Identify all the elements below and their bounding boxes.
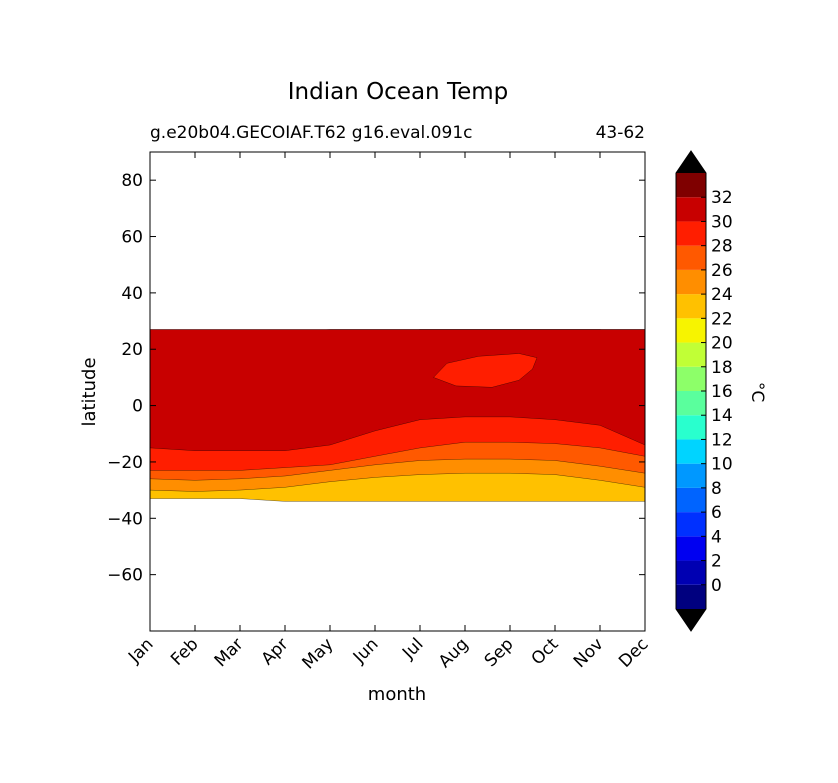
x-tick-label: Jan xyxy=(124,634,157,667)
colorbar-tick-label: 30 xyxy=(711,212,733,232)
x-tick-label: Sep xyxy=(481,634,518,671)
chart-subtitle-right: 43-62 xyxy=(596,123,645,143)
chart-subtitle-left: g.e20b04.GECOIAF.T62 g16.eval.091c xyxy=(150,123,472,143)
colorbar-segment xyxy=(676,584,706,609)
x-tick-label: Jun xyxy=(349,634,383,668)
x-tick-label: Nov xyxy=(570,634,608,672)
colorbar-segment xyxy=(676,560,706,585)
y-tick-label: 80 xyxy=(121,171,143,191)
colorbar-tick-label: 28 xyxy=(711,237,733,257)
x-tick-label: Mar xyxy=(211,634,248,671)
colorbar-extend-max xyxy=(676,151,706,173)
colorbar-tick-label: 6 xyxy=(711,503,722,523)
colorbar-segment xyxy=(676,342,706,367)
colorbar-segment xyxy=(676,415,706,440)
x-tick-label: Aug xyxy=(435,634,473,672)
colorbar-segment xyxy=(676,221,706,246)
colorbar-segment xyxy=(676,439,706,464)
y-tick-label: 40 xyxy=(121,284,143,304)
y-axis: 80 60 40 20 0 −20 −40 −60 xyxy=(107,171,645,586)
colorbar-tick-label: 20 xyxy=(711,334,733,354)
y-tick-label: −60 xyxy=(107,566,143,586)
x-axis-label: month xyxy=(368,684,426,705)
colorbar-tick-label: 2 xyxy=(711,552,722,572)
colorbar-tick-label: 12 xyxy=(711,430,733,450)
colorbar-tick-label: 4 xyxy=(711,527,722,547)
colorbar-segment xyxy=(676,318,706,343)
y-tick-label: 0 xyxy=(132,397,143,417)
x-tick-label: Dec xyxy=(615,634,652,671)
colorbar-segment xyxy=(676,366,706,391)
colorbar-label: °C xyxy=(747,382,767,402)
colorbar-outline xyxy=(675,150,707,632)
colorbar-tick-label: 18 xyxy=(711,358,733,378)
colorbar-segment xyxy=(676,391,706,416)
colorbar-segment xyxy=(676,245,706,270)
colorbar-segment xyxy=(676,463,706,488)
colorbar-tick-label: 16 xyxy=(711,382,733,402)
chart-title: Indian Ocean Temp xyxy=(288,79,509,105)
plot-area xyxy=(149,151,646,632)
plot-frame xyxy=(149,151,646,632)
x-tick-label: Oct xyxy=(528,634,563,669)
colorbar-tick-label: 14 xyxy=(711,406,733,426)
y-tick-label: 60 xyxy=(121,228,143,248)
contour-pool-28 xyxy=(433,353,538,388)
colorbar-segment xyxy=(676,197,706,222)
colorbar-segment xyxy=(676,294,706,319)
colorbar-segment xyxy=(676,512,706,537)
colorbar-segment xyxy=(676,173,706,198)
colorbar-segment xyxy=(676,487,706,513)
colorbar-segment xyxy=(676,536,706,561)
colorbar-segment xyxy=(676,269,706,295)
x-tick-label: Jul xyxy=(398,634,427,663)
colorbar-tick-label: 32 xyxy=(711,188,733,208)
y-tick-label: −40 xyxy=(107,509,143,529)
x-tick-label: May xyxy=(299,634,338,673)
y-tick-label: −20 xyxy=(107,453,143,473)
colorbar-tick-label: 22 xyxy=(711,309,733,329)
colorbar-tick-label: 8 xyxy=(711,479,722,499)
colorbar-tick-label: 26 xyxy=(711,261,733,281)
colorbar-extend-min xyxy=(676,609,706,631)
colorbar-tick-label: 0 xyxy=(711,576,722,596)
colorbar-tick-label: 10 xyxy=(711,455,733,475)
y-tick-label: 20 xyxy=(121,340,143,360)
x-tick-label: Apr xyxy=(258,634,293,669)
x-tick-label: Feb xyxy=(167,634,202,669)
y-axis-label: latitude xyxy=(79,357,100,426)
colorbar-tick-label: 24 xyxy=(711,285,733,305)
